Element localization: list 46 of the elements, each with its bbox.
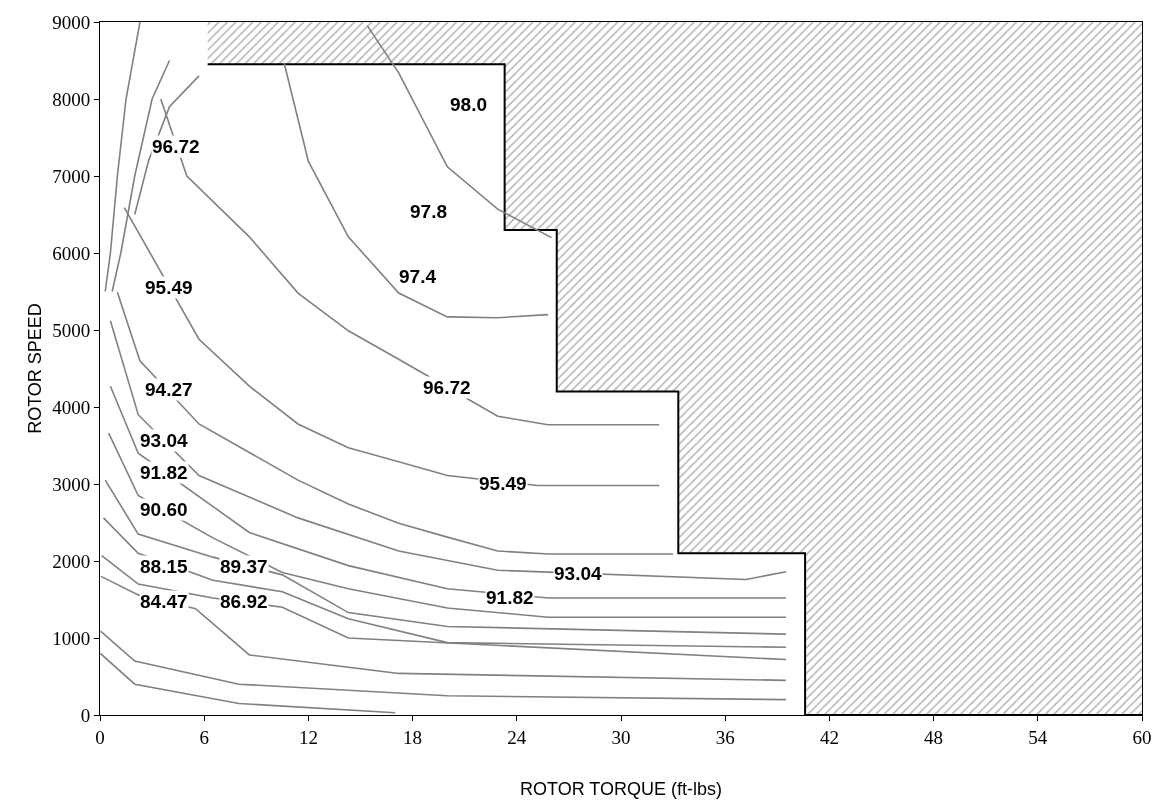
y-tick-label: 9000 xyxy=(52,11,91,33)
annotation: 96.72 xyxy=(423,377,471,398)
y-tick-label: 3000 xyxy=(52,473,91,495)
line-series xyxy=(100,630,787,701)
x-tick-label: 18 xyxy=(403,726,423,748)
annotation: 91.82 xyxy=(140,462,188,483)
annotation: 94.27 xyxy=(145,379,193,400)
y-tick-label: 5000 xyxy=(52,319,91,341)
line-series xyxy=(283,62,549,319)
x-tick-label: 42 xyxy=(819,726,839,748)
annotation: 93.04 xyxy=(554,563,602,584)
y-tick-label: 8000 xyxy=(52,88,91,110)
annotation: 98.0 xyxy=(450,94,487,115)
annotation: 97.8 xyxy=(410,201,447,222)
annotation: 95.49 xyxy=(145,277,193,298)
x-tick-label: 24 xyxy=(507,726,527,748)
x-tick-label: 60 xyxy=(1132,726,1152,748)
y-tick-label: 2000 xyxy=(52,550,91,572)
x-tick-label: 36 xyxy=(715,726,735,748)
x-tick-label: 6 xyxy=(199,726,209,748)
x-tick-label: 54 xyxy=(1028,726,1048,748)
annotation: 89.37 xyxy=(220,556,268,577)
y-tick-label: 7000 xyxy=(52,165,91,187)
annotation: 90.60 xyxy=(140,499,188,520)
x-tick-label: 12 xyxy=(298,726,318,748)
annotation: 88.15 xyxy=(140,556,188,577)
annotation: 96.72 xyxy=(152,136,200,157)
x-axis-title: ROTOR TORQUE (ft-lbs) xyxy=(519,778,723,799)
line-series xyxy=(109,319,787,581)
line-series xyxy=(104,22,141,293)
annotation: 86.92 xyxy=(220,591,268,612)
y-tick-label: 0 xyxy=(80,704,91,726)
annotation: 91.82 xyxy=(486,587,534,608)
y-axis-title: ROTOR SPEED xyxy=(25,303,46,434)
y-tick-label: 1000 xyxy=(52,627,91,649)
x-tick-label: 30 xyxy=(611,726,631,748)
line-series xyxy=(366,25,553,239)
x-tick-label: 0 xyxy=(95,726,105,748)
annotation: 93.04 xyxy=(140,430,188,451)
annotation: 95.49 xyxy=(479,473,527,494)
y-tick-label: 6000 xyxy=(52,242,91,264)
annotation: 97.4 xyxy=(399,266,437,287)
annotation: 84.47 xyxy=(140,591,188,612)
y-tick-label: 4000 xyxy=(52,396,91,418)
line-series xyxy=(100,652,397,714)
x-tick-label: 48 xyxy=(924,726,944,748)
